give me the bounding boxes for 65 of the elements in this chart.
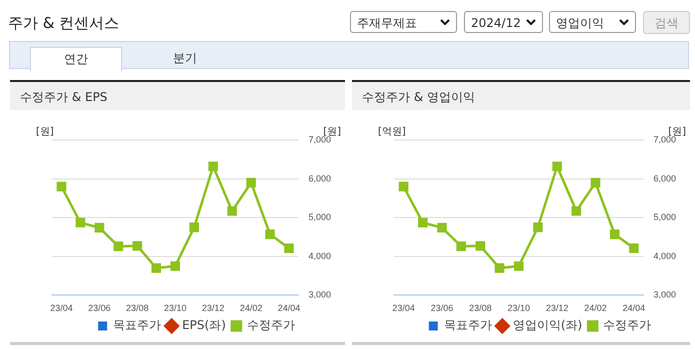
y2-tick-label: 6,000: [653, 173, 676, 184]
legend-label: 목표주가: [113, 318, 162, 332]
point: [227, 206, 237, 216]
point: [533, 222, 543, 232]
legend-label: 목표주가: [444, 318, 492, 332]
y2-tick-label: 6,000: [308, 173, 332, 184]
chart-title: 수정주가 & EPS: [10, 80, 345, 110]
point: [418, 218, 428, 228]
point: [610, 230, 620, 240]
text: 주재무제표: [350, 11, 457, 33]
point: [629, 243, 639, 254]
chart-title: 수정주가 & 영업이익: [352, 80, 690, 110]
legend-label: 영업이익(좌): [512, 318, 582, 332]
point: [494, 263, 504, 273]
x-tick-label: 23/06: [430, 303, 454, 314]
y2-tick-label: 5,000: [653, 212, 676, 222]
point: [398, 182, 408, 192]
x-tick-label: 24/04: [278, 303, 300, 314]
point: [514, 261, 524, 271]
text: 분기: [172, 50, 198, 67]
point: [284, 243, 294, 254]
x-tick-label: 23/04: [392, 303, 415, 314]
point: [170, 261, 180, 271]
y-axis-title: [억원]: [378, 126, 406, 138]
legend-label: 수정주가: [603, 318, 652, 332]
y2-tick-label: 3,000: [308, 290, 332, 300]
y2-tick-label: 5,000: [308, 212, 332, 222]
x-tick-label: 23/10: [164, 303, 187, 314]
point: [590, 178, 600, 188]
point: [572, 206, 582, 216]
point: [208, 162, 218, 172]
point: [94, 222, 104, 232]
point: [56, 182, 66, 192]
x-tick-label: 23/08: [126, 303, 149, 314]
point: [476, 241, 486, 251]
legend-label: 수정주가: [246, 318, 295, 332]
legend-label: EPS(좌): [182, 318, 226, 332]
point: [76, 218, 86, 228]
point: [437, 222, 447, 232]
x-tick-label: 23/12: [202, 303, 224, 314]
text: 검색: [643, 11, 690, 34]
y2-tick-label: 3,000: [653, 290, 676, 300]
x-tick-label: 23/04: [50, 303, 73, 314]
text: 연간: [30, 47, 122, 71]
x-tick-label: 23/10: [507, 303, 530, 314]
x-tick-label: 24/02: [584, 303, 607, 314]
x-tick-label: 23/06: [88, 303, 111, 314]
x-tick-label: 24/04: [622, 303, 646, 314]
point: [246, 178, 256, 188]
text: 2024/12: [464, 11, 543, 33]
x-tick-label: 24/02: [240, 303, 262, 314]
point: [114, 242, 124, 252]
y-axis-title: [원]: [36, 126, 54, 138]
point: [189, 222, 199, 232]
x-tick-label: 23/12: [546, 303, 568, 314]
point: [265, 230, 275, 240]
point: [151, 263, 162, 273]
point: [552, 162, 562, 172]
point: [132, 241, 142, 251]
y2-tick-label: 4,000: [653, 250, 676, 261]
x-tick-label: 23/08: [469, 303, 492, 314]
y2-tick-label: 4,000: [308, 250, 332, 261]
text: 주가 & 컨센서스: [8, 14, 120, 33]
point: [456, 242, 466, 252]
text: 영업이익: [549, 11, 636, 33]
